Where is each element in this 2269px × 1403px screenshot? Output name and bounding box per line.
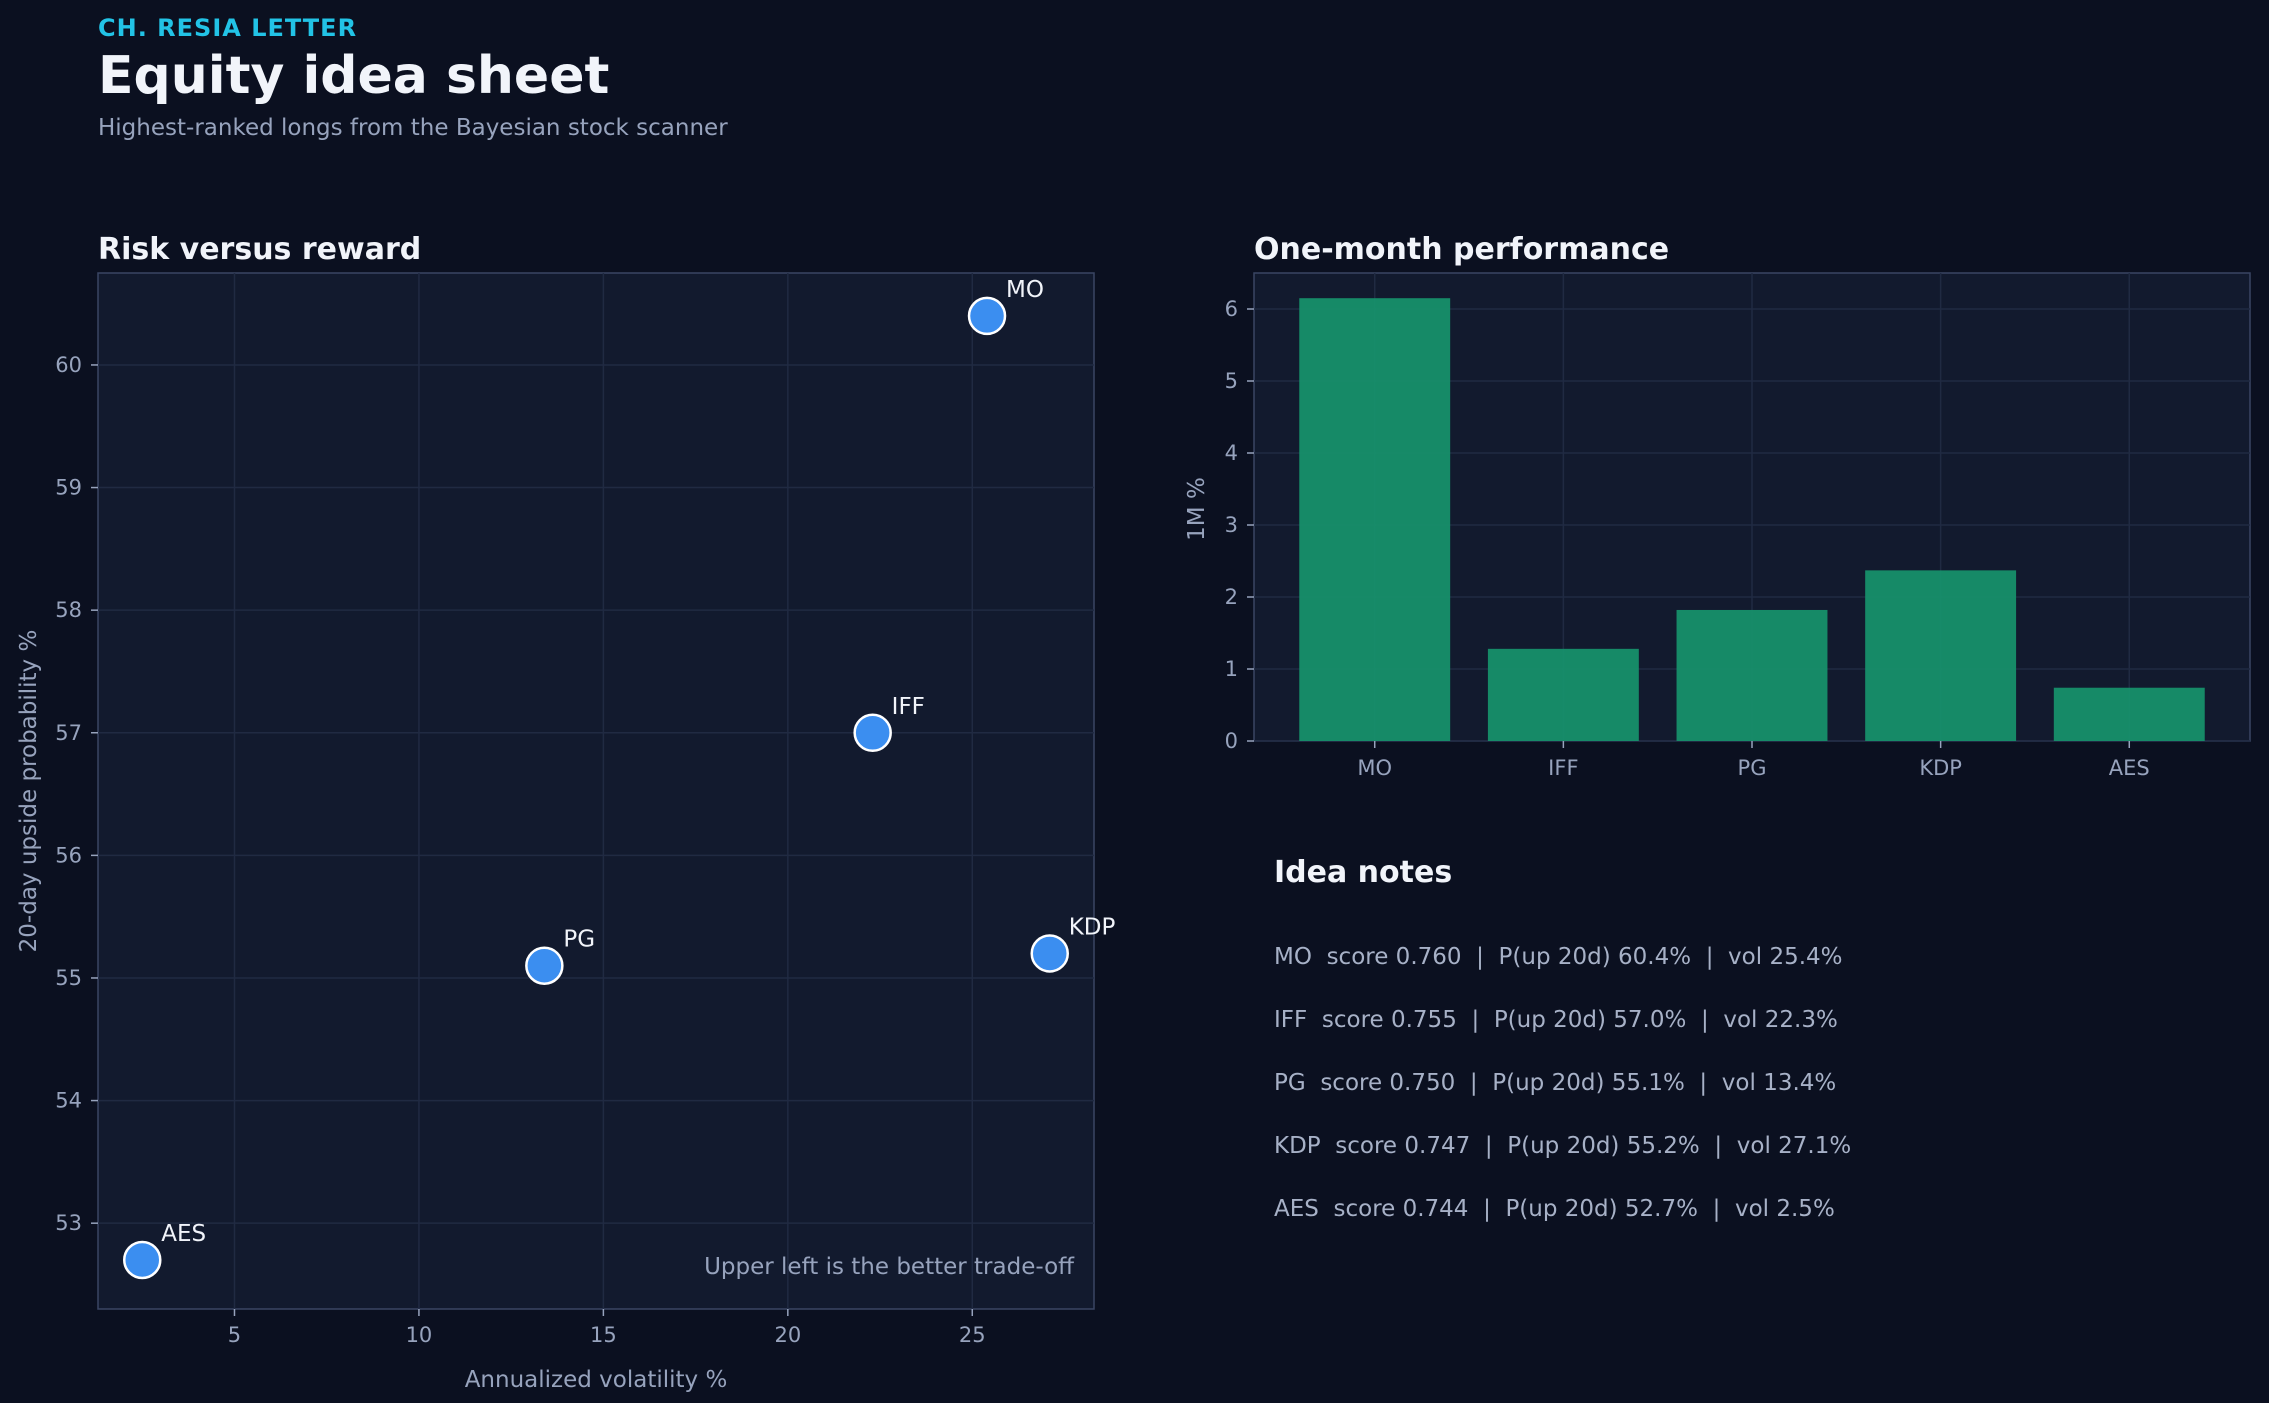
scatter-x-tick-label: 25 (959, 1323, 986, 1347)
note-item: PG score 0.750 | P(up 20d) 55.1% | vol 1… (1274, 1070, 1837, 1096)
page-subtitle: Highest-ranked longs from the Bayesian s… (98, 115, 728, 141)
scatter-y-tick-label: 55 (55, 966, 82, 990)
note-item: IFF score 0.755 | P(up 20d) 57.0% | vol … (1274, 1007, 1838, 1033)
scatter-y-tick-label: 57 (55, 721, 82, 745)
scatter-point (525, 946, 564, 985)
scatter-point (123, 1240, 162, 1280)
scatter-point-label: IFF (892, 694, 925, 720)
bar-y-tick-label: 6 (1225, 297, 1238, 321)
scatter-point (1030, 934, 1069, 973)
bar-iff (1487, 648, 1639, 741)
bar-category-label: MO (1357, 756, 1392, 780)
scatter-y-tick-label: 58 (55, 598, 82, 622)
notes-title: Idea notes (1274, 855, 1453, 890)
bar-chart-title: One-month performance (1254, 232, 1670, 267)
scatter-point-label: KDP (1069, 914, 1116, 940)
bar-y-axis-label: 1M % (1184, 477, 1210, 541)
scatter-point-label: AES (161, 1221, 206, 1247)
scatter-plot-area (97, 272, 1095, 1310)
bar-y-tick-label: 5 (1225, 369, 1238, 393)
scatter-y-axis-label: 20-day upside probability % (16, 630, 42, 953)
scatter-point-label: MO (1006, 277, 1044, 303)
bar-category-label: AES (2109, 756, 2150, 780)
note-item: AES score 0.744 | P(up 20d) 52.7% | vol … (1274, 1196, 1835, 1222)
bar-pg (1676, 609, 1828, 741)
eyebrow-label: CH. RESIA LETTER (98, 14, 358, 42)
bar-kdp (1865, 570, 2017, 741)
note-item: MO score 0.760 | P(up 20d) 60.4% | vol 2… (1274, 944, 1843, 970)
page-title: Equity idea sheet (98, 46, 610, 106)
scatter-y-tick-label: 53 (55, 1211, 82, 1235)
scatter-annotation: Upper left is the better trade-off (704, 1254, 1075, 1280)
scatter-x-axis-label: Annualized volatility % (465, 1367, 728, 1393)
scatter-x-tick-label: 5 (228, 1323, 241, 1347)
bar-aes (2053, 687, 2205, 741)
bar-y-tick-label: 0 (1225, 729, 1238, 753)
scatter-x-tick-label: 15 (590, 1323, 617, 1347)
scatter-y-tick-label: 56 (55, 843, 82, 867)
scatter-x-tick-label: 10 (406, 1323, 433, 1347)
bar-category-label: IFF (1548, 756, 1578, 780)
bar-category-label: KDP (1919, 756, 1962, 780)
bar-category-label: PG (1738, 756, 1767, 780)
bar-mo (1299, 298, 1451, 741)
scatter-point (853, 713, 892, 753)
bar-y-tick-label: 4 (1225, 441, 1238, 465)
bar-y-tick-label: 1 (1225, 657, 1238, 681)
note-item: KDP score 0.747 | P(up 20d) 55.2% | vol … (1274, 1133, 1852, 1159)
scatter-title: Risk versus reward (98, 232, 422, 267)
scatter-y-tick-label: 54 (55, 1089, 82, 1113)
scatter-y-tick-label: 60 (55, 353, 82, 377)
scatter-y-tick-label: 59 (55, 476, 82, 500)
scatter-point-label: PG (563, 927, 595, 953)
scatter-x-tick-label: 20 (774, 1323, 801, 1347)
bar-y-tick-label: 2 (1225, 585, 1238, 609)
scatter-point (967, 296, 1007, 336)
bar-y-tick-label: 3 (1225, 513, 1238, 537)
